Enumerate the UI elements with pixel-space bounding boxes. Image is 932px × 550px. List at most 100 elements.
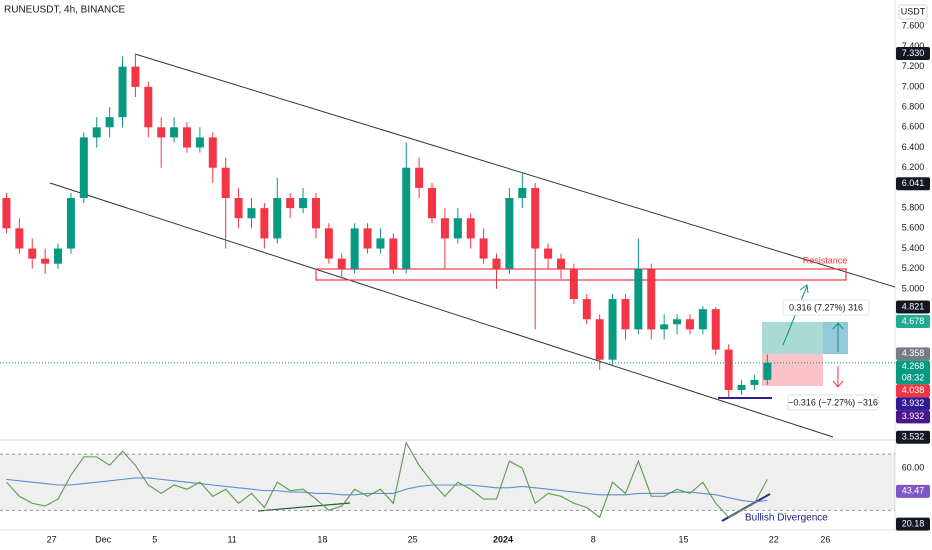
candle-body — [221, 167, 230, 199]
candle-body — [92, 127, 101, 138]
y-tick-label: 6.600 — [902, 122, 925, 132]
price-label-box — [896, 314, 930, 328]
candle-body — [763, 362, 772, 380]
candle-body — [685, 319, 694, 330]
target-zone-tail — [823, 322, 848, 354]
price-label-box — [896, 47, 930, 61]
candle-body — [286, 198, 295, 209]
price-label-box — [896, 410, 930, 424]
divergence-label: Bullish Divergence — [745, 513, 828, 524]
channel-upper — [134, 53, 896, 288]
x-tick-label: 25 — [408, 534, 418, 544]
unit-box — [898, 4, 928, 20]
candle-body — [260, 208, 269, 239]
price-label-box — [896, 484, 930, 498]
candle-body — [724, 349, 733, 390]
price-label: 4.821 — [902, 301, 925, 311]
y-tick-label: 6.400 — [902, 142, 925, 152]
y-tick-label: 5.800 — [902, 203, 925, 213]
candle-body — [402, 167, 411, 269]
rsi-band — [0, 454, 895, 511]
candle-body — [247, 208, 256, 219]
y-tick-label: 60.00 — [902, 463, 925, 473]
y-tick-label: 7.400 — [902, 41, 925, 51]
candle-body — [15, 228, 24, 249]
price-label-box — [896, 360, 930, 385]
candle-body — [376, 238, 385, 249]
y-tick-label: 7.200 — [902, 61, 925, 71]
candle-body — [170, 127, 179, 138]
price-label: 4.038 — [902, 385, 925, 395]
candle-body — [208, 137, 217, 168]
y-tick-label: 6.800 — [902, 101, 925, 111]
candle-body — [234, 198, 243, 219]
candle-body — [79, 137, 88, 199]
y-tick-label: 5.000 — [902, 283, 925, 293]
x-tick-label: 2024 — [493, 534, 513, 544]
candle-body — [144, 86, 153, 128]
price-label: 43.47 — [902, 486, 925, 496]
candle-body — [673, 319, 682, 325]
resistance-zone — [315, 268, 847, 281]
candle-body — [660, 324, 669, 330]
price-label: 3.532 — [902, 432, 925, 442]
candle-body — [634, 268, 643, 330]
candle-body — [531, 187, 540, 249]
candle-body — [453, 218, 462, 239]
unit: USDT — [901, 6, 926, 16]
price-label: 6.041 — [902, 178, 925, 188]
candle-body — [157, 127, 166, 138]
candle-body — [595, 319, 604, 360]
candle-body — [273, 198, 282, 239]
stop-label: −0.316 (−7.27%) −316 — [788, 397, 878, 407]
stop-arrow-head — [832, 380, 844, 388]
price-label-box — [896, 177, 930, 191]
price-countdown: 08:32 — [902, 373, 925, 383]
x-tick-label: 11 — [227, 534, 236, 544]
y-tick-label: 5.400 — [902, 243, 925, 253]
x-tick-label: 27 — [47, 534, 57, 544]
price-label: 3.932 — [902, 398, 925, 408]
x-tick-label: 15 — [678, 534, 688, 544]
candle-body — [505, 198, 514, 269]
projection-arrow-head — [799, 284, 809, 294]
candle-body — [698, 309, 707, 330]
candle-body — [118, 66, 127, 118]
candle-body — [389, 238, 398, 269]
candle-body — [350, 228, 359, 269]
candle-body — [621, 299, 630, 330]
candle-body — [440, 218, 449, 239]
candle-body — [195, 137, 204, 148]
rsi-line — [6, 477, 768, 503]
candle-body — [54, 248, 63, 264]
candle-body — [608, 299, 617, 360]
price-label-box — [896, 517, 930, 531]
x-tick-label: 5 — [152, 534, 157, 544]
resistance-label: Resistance — [803, 255, 848, 265]
channel-lower — [49, 182, 834, 438]
target-zone — [762, 322, 848, 354]
candle-body — [66, 198, 75, 249]
candle-body — [41, 258, 50, 264]
target-arrow-head — [832, 322, 844, 330]
stop-zone — [762, 354, 823, 386]
price-label: 4.358 — [902, 348, 925, 358]
candle-body — [544, 248, 553, 259]
y-tick-label: 5.200 — [902, 263, 925, 273]
candle-body — [711, 309, 720, 350]
rsi-trend-line — [257, 502, 351, 512]
candle-body — [131, 66, 140, 87]
candle-body — [492, 258, 501, 269]
candle-body — [2, 198, 11, 229]
stop-label-box — [787, 394, 879, 411]
candle-body — [750, 379, 759, 385]
x-tick-label: Dec — [95, 534, 112, 544]
y-tick-label: 7.600 — [902, 21, 925, 31]
candle-body — [182, 127, 191, 148]
price-label: 7.330 — [902, 48, 925, 58]
price-label: 4.268 — [902, 361, 925, 371]
candle-body — [415, 167, 424, 188]
candle-body — [479, 238, 488, 259]
candle-body — [582, 299, 591, 320]
